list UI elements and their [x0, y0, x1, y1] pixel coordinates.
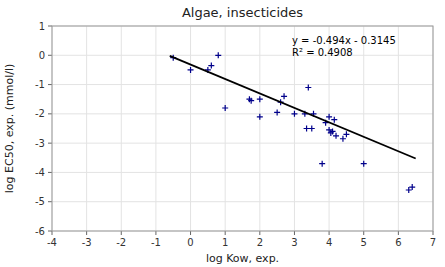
scatter-point: [208, 63, 214, 69]
scatter-point: [257, 96, 263, 102]
grid-line-x: [259, 26, 260, 231]
tick-label-y: 1: [39, 21, 45, 32]
tick-x: [294, 231, 295, 235]
tick-x: [329, 231, 330, 235]
annotation: y = -0.494x - 0.3145: [292, 35, 396, 46]
grid-line-y: [52, 113, 433, 114]
tick-y: [48, 201, 52, 202]
scatter-point: [305, 85, 311, 91]
scatter-point: [326, 114, 332, 120]
tick-x: [433, 231, 434, 235]
tick-label-y: -3: [35, 138, 45, 149]
plot-area: [52, 26, 433, 231]
tick-x: [259, 231, 260, 235]
grid-line-x: [155, 26, 156, 231]
tick-x: [225, 231, 226, 235]
chart: -4 -3 -2 -1 0 1 2 3 4 5 6 7 -6 -5 -4 -3 -2 -1 0 1 y = -0.494…: [0, 0, 445, 267]
scatter-point: [188, 67, 194, 73]
tick-y: [48, 26, 52, 27]
tick-y: [48, 172, 52, 173]
scatter-point: [319, 161, 325, 167]
tick-label-y: -4: [35, 167, 45, 178]
grid-line-y: [52, 55, 433, 56]
tick-x: [363, 231, 364, 235]
scatter-point: [333, 133, 339, 139]
tick-label-x: 4: [326, 237, 332, 248]
tick-label-x: 6: [395, 237, 401, 248]
tick-x: [52, 231, 53, 235]
tick-x: [398, 231, 399, 235]
scatter-point: [222, 105, 228, 111]
scatter-point: [309, 126, 315, 132]
grid: [52, 26, 433, 231]
tick-label-y: -2: [35, 108, 45, 119]
scatter-point: [330, 128, 336, 134]
tick-x: [86, 231, 87, 235]
grid-line-y: [52, 201, 433, 202]
tick-label-x: 0: [187, 237, 193, 248]
scatter-point: [409, 184, 415, 190]
title: Algae, insecticides: [182, 5, 303, 20]
grid-line-y: [52, 172, 433, 173]
tick-label-x: 7: [430, 237, 436, 248]
tick-label-y: -5: [35, 196, 45, 207]
grid-line-y: [52, 84, 433, 85]
plot-frame: [52, 26, 433, 231]
tick-label-y: -1: [35, 79, 45, 90]
tick-x: [155, 231, 156, 235]
marks: [170, 52, 416, 193]
tick-label-x: -3: [82, 237, 92, 248]
tick-label-x: 3: [291, 237, 297, 248]
annotation: R² = 0.4908: [292, 47, 353, 58]
tick-label-x: -2: [116, 237, 126, 248]
regression-line: [170, 56, 416, 159]
scatter-point: [304, 126, 310, 132]
tick-label-y: 0: [39, 50, 45, 61]
tick-y: [48, 143, 52, 144]
tick-label-y: -6: [35, 226, 45, 237]
scatter-point: [274, 109, 280, 115]
y-axis-label: log EC50, exp. (mmol/l): [3, 64, 16, 194]
scatter-point: [343, 131, 349, 137]
grid-line-x: [190, 26, 191, 231]
scatter-point: [281, 93, 287, 99]
scatter-point: [248, 98, 254, 104]
scatter-point: [361, 161, 367, 167]
x-axis-label: log Kow, exp.: [206, 252, 279, 265]
tick-y: [48, 84, 52, 85]
tick-label-x: -4: [47, 237, 57, 248]
grid-line-x: [225, 26, 226, 231]
axes: -4 -3 -2 -1 0 1 2 3 4 5 6 7 -6 -5 -4 -3 -2 -1 0 1: [35, 21, 436, 249]
tick-label-x: 5: [361, 237, 367, 248]
grid-line-x: [121, 26, 122, 231]
tick-label-x: -1: [151, 237, 161, 248]
scatter-point: [406, 187, 412, 193]
scatter-point: [291, 111, 297, 117]
tick-label-x: 1: [222, 237, 228, 248]
tick-y: [48, 231, 52, 232]
scatter-point: [215, 52, 221, 58]
tick-y: [48, 113, 52, 114]
scatter-point: [257, 114, 263, 120]
tick-x: [121, 231, 122, 235]
grid-line-x: [398, 26, 399, 231]
grid-line-x: [363, 26, 364, 231]
scatter-point: [340, 136, 346, 142]
tick-x: [190, 231, 191, 235]
tick-label-x: 2: [257, 237, 263, 248]
tick-y: [48, 55, 52, 56]
grid-line-x: [86, 26, 87, 231]
scatter-point: [331, 117, 337, 123]
